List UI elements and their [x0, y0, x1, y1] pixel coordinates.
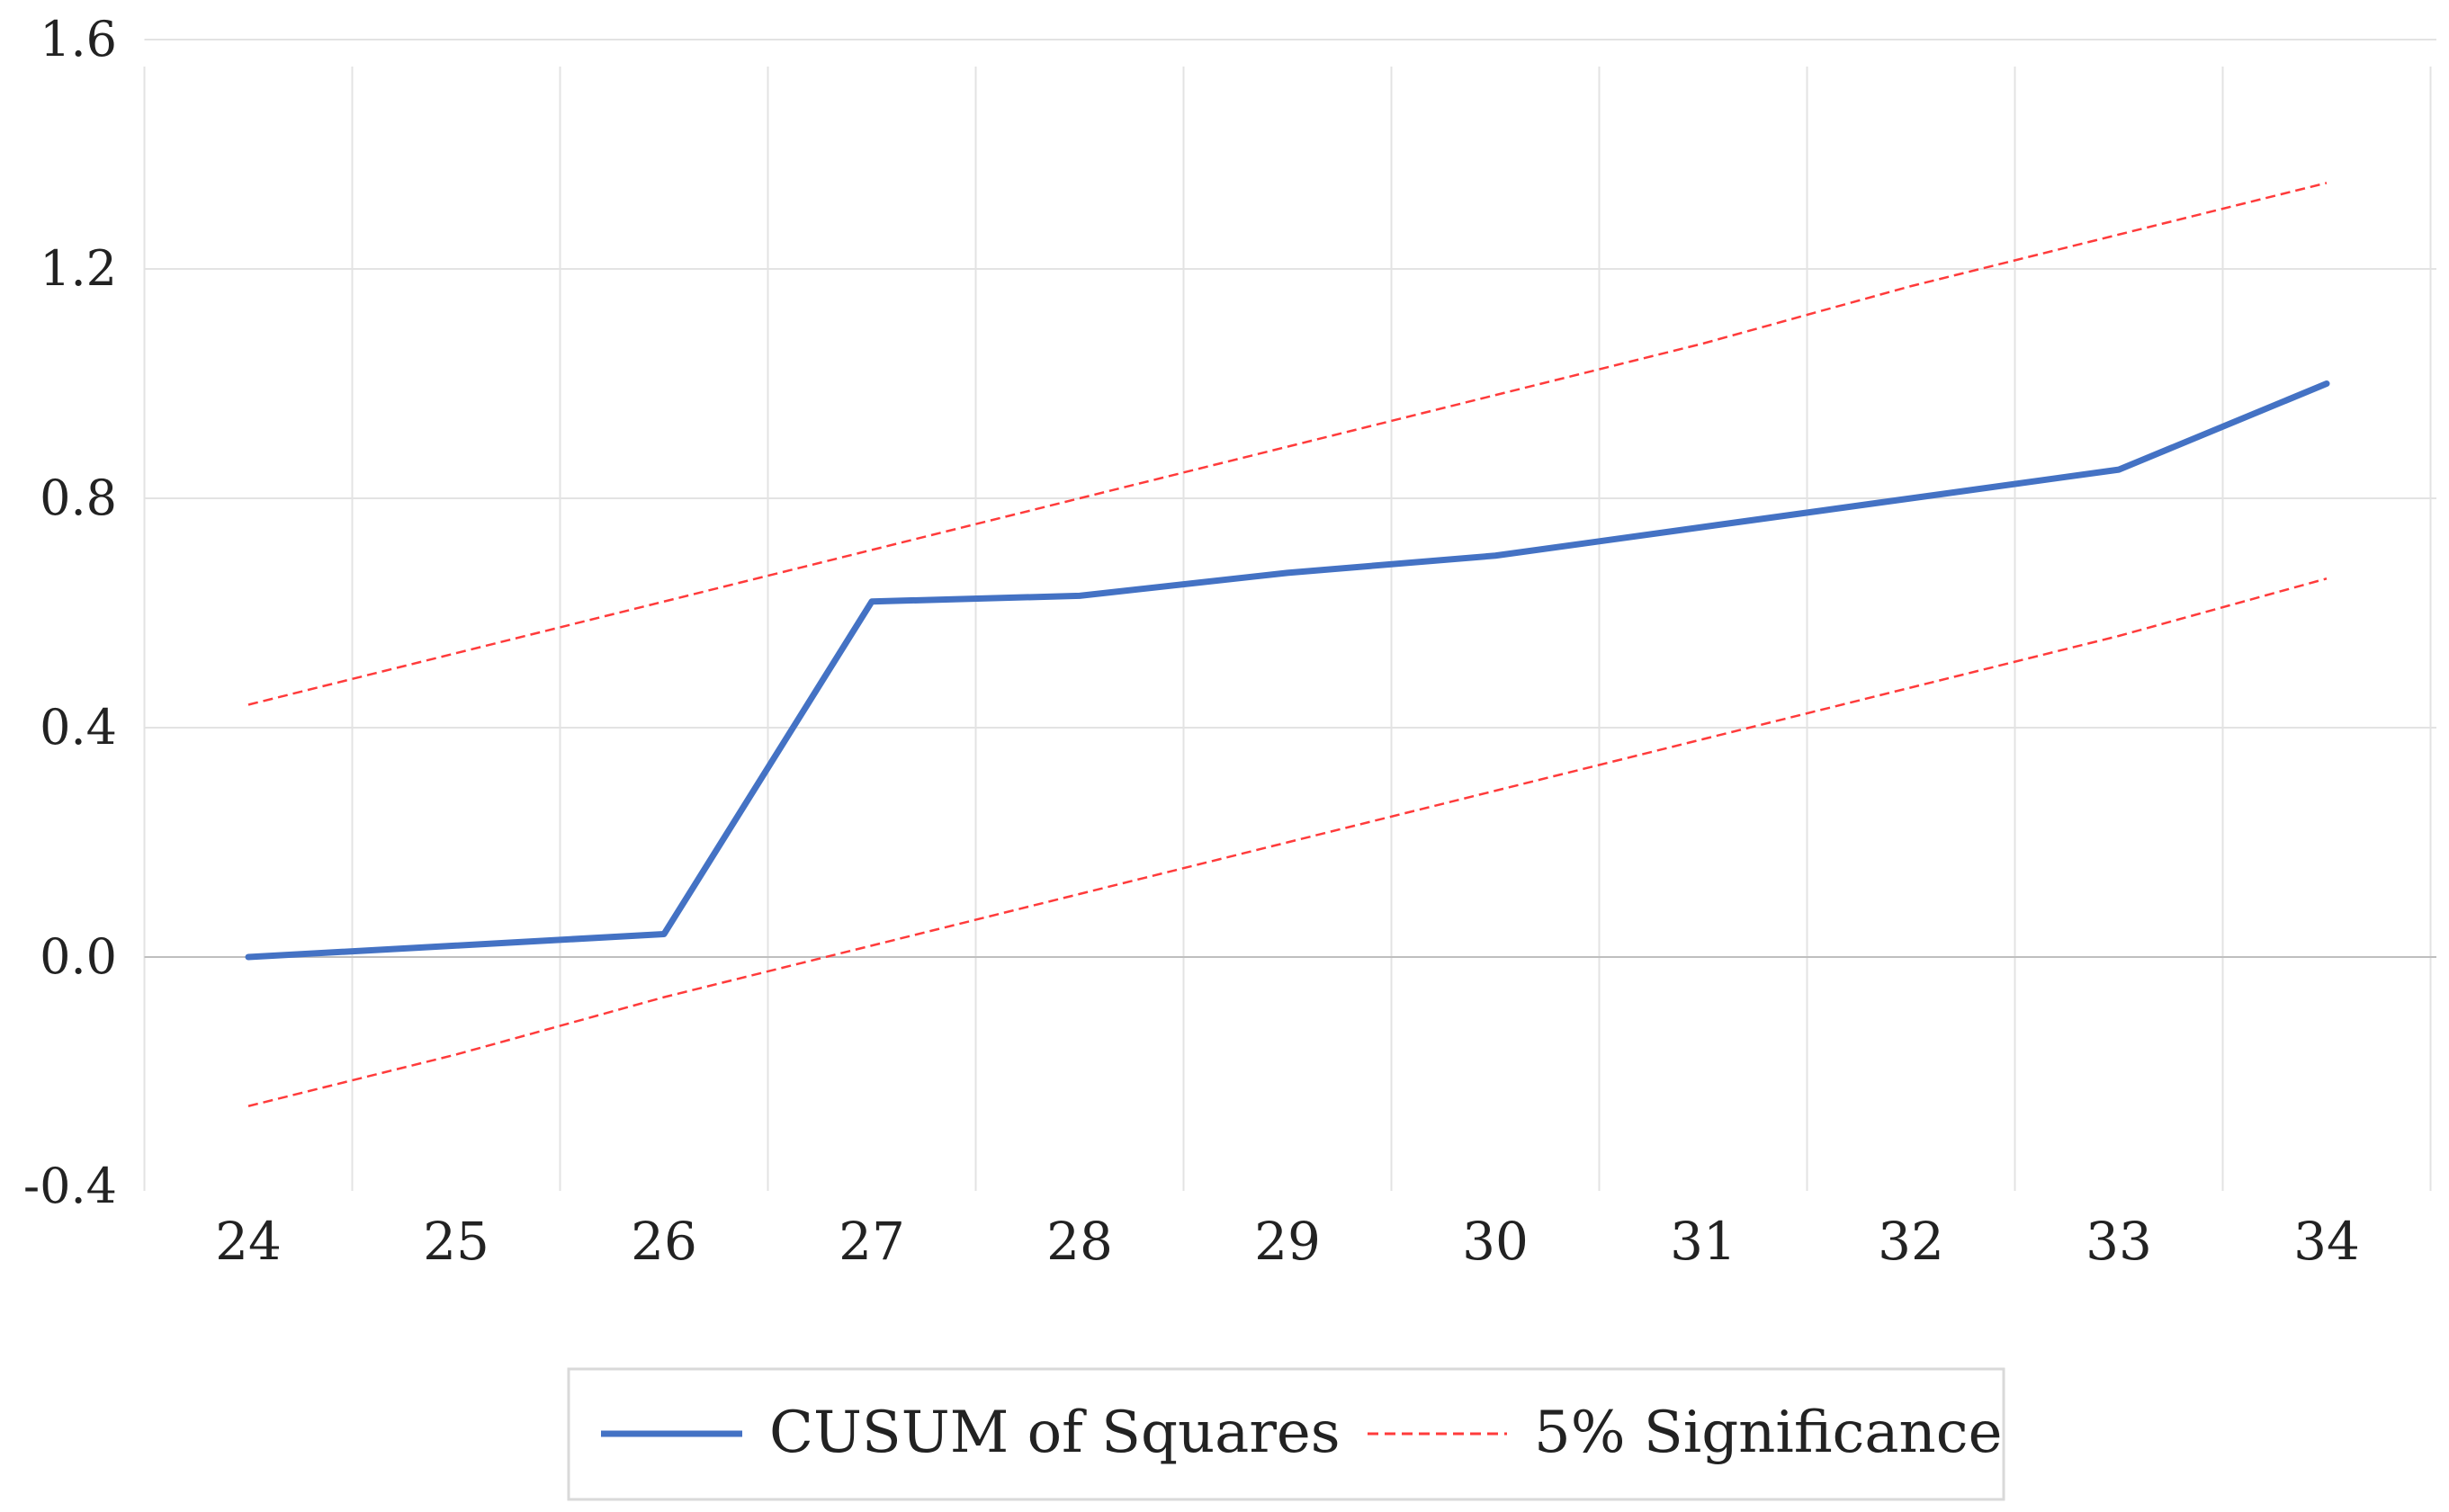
x-tick-label: 31 — [1670, 1211, 1736, 1272]
series-line-cusum-of-squares — [245, 380, 2330, 961]
y-tick-label: -0.4 — [23, 1158, 117, 1214]
y-tick-label: 1.6 — [40, 11, 117, 67]
legend-label-significance: 5% Significance — [1534, 1400, 2002, 1466]
legend-label-cusum: CUSUM of Squares — [769, 1400, 1341, 1466]
legend-box — [567, 1367, 2005, 1501]
x-tick-label: 34 — [2293, 1211, 2360, 1272]
series-lines — [245, 182, 2330, 1107]
series-line-upper-significance — [247, 182, 2328, 706]
y-tick-label: 1.2 — [40, 240, 117, 297]
x-tick-label: 30 — [1462, 1211, 1529, 1272]
x-tick-label: 33 — [2086, 1211, 2152, 1272]
gridlines — [143, 39, 2436, 1191]
y-axis-tick-labels: -0.4 0.0 0.4 0.8 1.2 1.6 — [23, 11, 117, 1214]
y-tick-label: 0.8 — [40, 470, 117, 526]
x-tick-label: 24 — [215, 1211, 282, 1272]
x-tick-label: 29 — [1254, 1211, 1321, 1272]
x-tick-label: 27 — [839, 1211, 905, 1272]
x-tick-label: 25 — [423, 1211, 489, 1272]
y-tick-label: 0.0 — [40, 928, 117, 985]
x-tick-label: 28 — [1046, 1211, 1113, 1272]
x-axis-tick-labels: 24 25 26 27 28 29 30 31 32 33 34 — [215, 1211, 2360, 1272]
legend: CUSUM of Squares 5% Significance — [567, 1367, 2005, 1501]
x-tick-label: 32 — [1878, 1211, 1944, 1272]
series-line-lower-significance — [247, 577, 2328, 1107]
y-tick-label: 0.4 — [40, 699, 117, 756]
x-tick-label: 26 — [631, 1211, 697, 1272]
